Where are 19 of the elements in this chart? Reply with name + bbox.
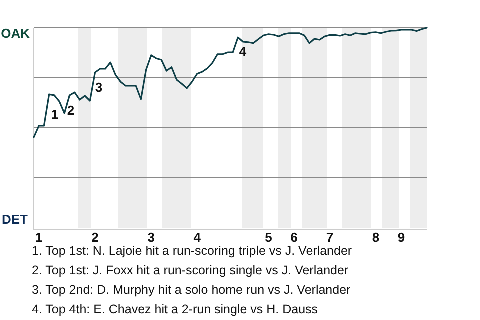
- text: 2. Top 1st: J. Foxx hit a run-scoring single vs J. Verlander: [32, 264, 349, 278]
- text: 4. Top 4th: E. Chavez hit a 2-run single vs H. Dauss: [32, 302, 318, 316]
- x-tick-label: 3: [148, 230, 156, 245]
- x-tick-label: 6: [290, 230, 298, 245]
- x-tick-label: 1: [35, 230, 43, 245]
- x-tick-label: 4: [194, 230, 202, 245]
- annotation: 3: [95, 80, 103, 95]
- x-tick-label: 5: [265, 230, 272, 245]
- text: DET: [2, 212, 28, 227]
- x-tick-label: 8: [372, 230, 380, 245]
- x-tick-label: 7: [326, 230, 334, 245]
- text: 1. Top 1st: N. Lajoie hit a run-scoring triple vs J. Verlander: [32, 244, 352, 258]
- annotation: 1: [51, 107, 59, 122]
- text: 3. Top 2nd: D. Murphy hit a solo home run vs J. Verlander: [32, 283, 351, 297]
- annotation: 2: [67, 103, 75, 118]
- x-tick-label: 9: [398, 230, 406, 245]
- x-tick-label: 2: [92, 230, 99, 245]
- annotation: 4: [239, 44, 248, 59]
- text: OAK: [1, 26, 31, 41]
